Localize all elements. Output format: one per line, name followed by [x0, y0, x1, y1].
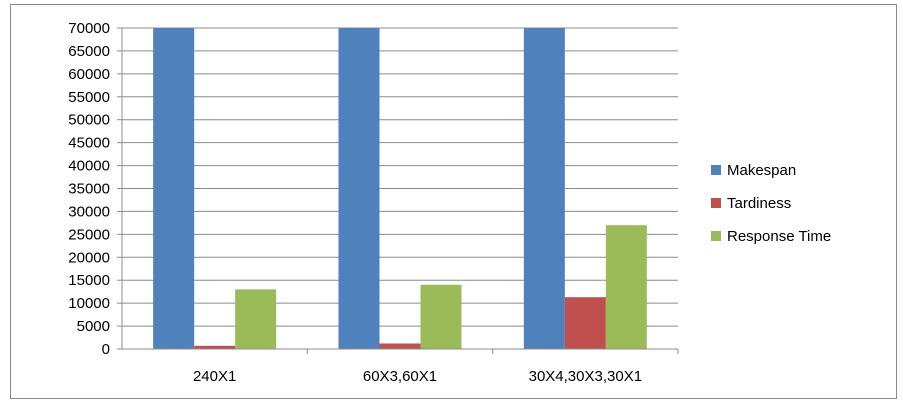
- bar-makespan-1: [338, 28, 380, 349]
- y-tick-label: 30000: [68, 203, 110, 220]
- y-tick-label: 10000: [68, 295, 110, 312]
- bar-makespan-0: [153, 28, 195, 349]
- legend-label: Response Time: [727, 228, 831, 245]
- legend: Makespan Tardiness Response Time: [711, 162, 831, 245]
- y-axis: 0 5000 10000 15000 20000 25000 30000 35000 40000…: [68, 20, 123, 358]
- y-tick-label: 60000: [68, 66, 110, 83]
- legend-label: Tardiness: [727, 195, 791, 212]
- bar-response-time-0: [235, 289, 277, 349]
- legend-swatch-tardiness: [711, 198, 721, 208]
- bars: [153, 28, 647, 349]
- legend-swatch-response-time: [711, 231, 721, 241]
- legend-swatch-makespan: [711, 165, 721, 175]
- x-tick-label: 240X1: [193, 368, 236, 385]
- y-tick-label: 5000: [77, 318, 110, 335]
- bar-tardiness-1: [379, 343, 421, 349]
- bar-makespan-2: [523, 28, 565, 349]
- x-axis: 240X1 60X3,60X1 30X4,30X3,30X1: [122, 348, 679, 385]
- y-tick-label: 15000: [68, 272, 110, 289]
- x-tick-label: 60X3,60X1: [363, 368, 437, 385]
- y-tick-label: 45000: [68, 135, 110, 152]
- bar-tardiness-0: [194, 345, 236, 349]
- bar-response-time-1: [420, 284, 462, 349]
- y-tick-label: 55000: [68, 89, 110, 106]
- gridlines: [122, 27, 678, 327]
- x-tick-label: 30X4,30X3,30X1: [529, 368, 642, 385]
- y-tick-label: 50000: [68, 112, 110, 129]
- y-tick-label: 40000: [68, 158, 110, 175]
- bar-response-time-2: [605, 225, 647, 349]
- legend-label: Makespan: [727, 162, 796, 179]
- y-tick-label: 35000: [68, 181, 110, 198]
- y-tick-label: 20000: [68, 249, 110, 266]
- y-tick-label: 0: [102, 341, 110, 358]
- y-tick-label: 25000: [68, 226, 110, 243]
- y-tick-label: 70000: [68, 20, 110, 37]
- y-tick-label: 65000: [68, 43, 110, 60]
- bar-tardiness-2: [564, 297, 606, 349]
